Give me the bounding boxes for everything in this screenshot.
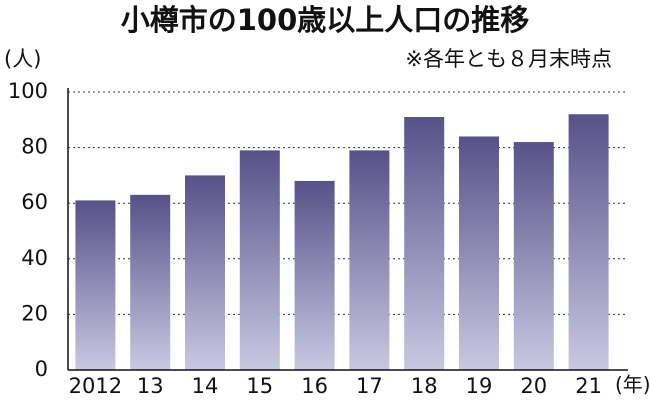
x-tick-label: 2012 [69, 374, 122, 398]
chart-title: 小樽市の100歳以上人口の推移 [121, 3, 530, 37]
x-tick-label: 13 [137, 374, 164, 398]
bar [513, 142, 554, 370]
bar [75, 200, 116, 370]
chart-subtitle: ※各年とも８月末時点 [405, 47, 612, 71]
x-axis-label: (年) [615, 373, 650, 397]
y-tick-label: 80 [21, 135, 48, 159]
y-tick-label: 20 [21, 301, 48, 325]
x-tick-label: 20 [520, 374, 547, 398]
bar [404, 117, 445, 371]
y-tick-label: 100 [8, 79, 48, 103]
bar [185, 175, 225, 370]
x-tick-label: 21 [575, 374, 602, 398]
x-tick-label: 15 [246, 374, 273, 398]
bar [130, 194, 171, 370]
bar [294, 180, 335, 370]
bar [349, 150, 390, 370]
y-tick-label: 60 [21, 190, 48, 214]
y-tick-label: 40 [21, 246, 48, 270]
x-tick-label: 17 [356, 374, 383, 398]
y-axis-label: (人) [4, 47, 41, 71]
x-tick-label: 14 [192, 374, 219, 398]
y-tick-label: 0 [35, 357, 48, 381]
bar [459, 136, 499, 370]
bar [568, 114, 609, 371]
x-tick-label: 19 [466, 374, 493, 398]
x-tick-label: 18 [411, 374, 438, 398]
bar [239, 150, 280, 370]
x-tick-label: 16 [301, 374, 328, 398]
